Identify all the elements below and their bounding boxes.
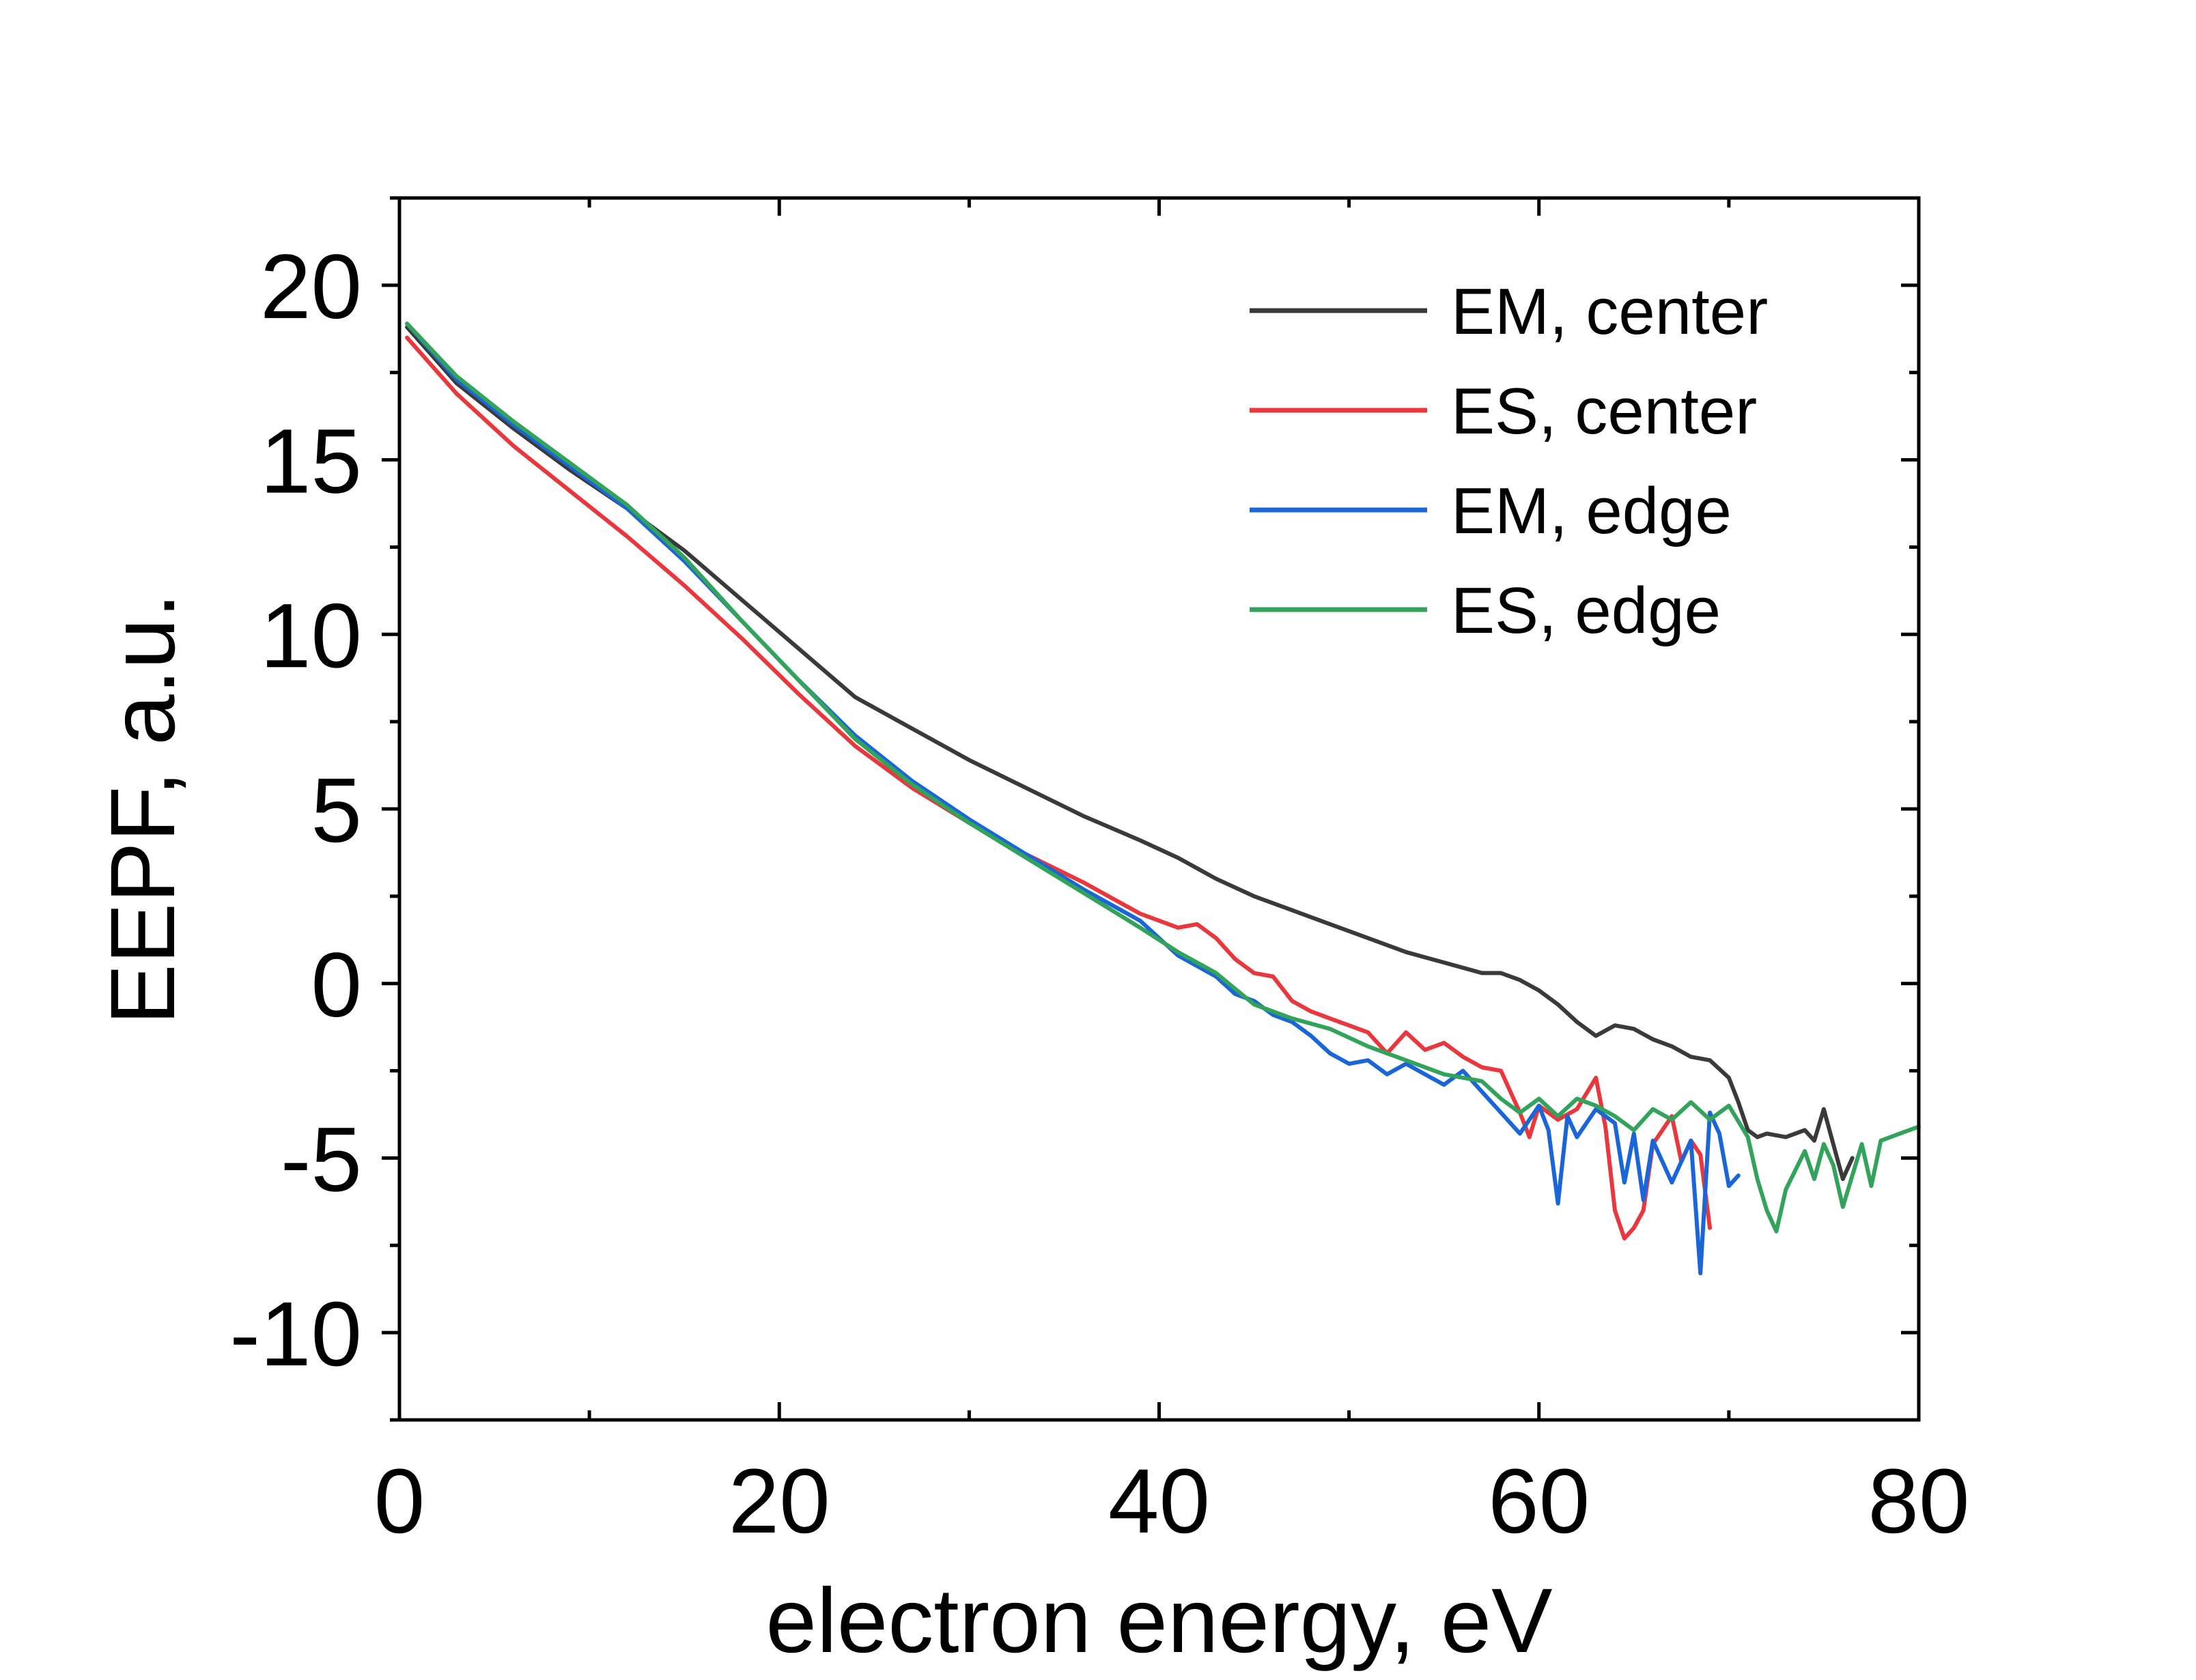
y-tick-label: -5 <box>281 1109 362 1210</box>
y-tick-label: 20 <box>260 236 362 338</box>
y-tick-label: 15 <box>260 411 362 513</box>
x-tick-label: 40 <box>1108 1451 1210 1552</box>
series-line-em-center <box>405 325 1855 1182</box>
y-tick-label: 0 <box>311 935 362 1036</box>
plot-lines <box>405 322 1921 1276</box>
y-tick-label: -10 <box>229 1283 362 1385</box>
legend-label-es-edge: ES, edge <box>1451 574 1721 647</box>
axis-tick-labels: 0 20 40 60 80 -10 -5 0 5 10 15 20 <box>229 236 1969 1552</box>
x-tick-label: 20 <box>729 1451 830 1552</box>
series-line-es-edge <box>405 322 1921 1234</box>
x-tick-label: 80 <box>1868 1451 1969 1552</box>
legend-label-em-center: EM, center <box>1451 275 1768 348</box>
x-axis-title: electron energy, eV <box>765 1570 1552 1672</box>
y-axis-title: EEPF, a.u. <box>92 593 194 1025</box>
y-tick-label: 10 <box>260 585 362 687</box>
legend-label-em-edge: EM, edge <box>1451 474 1732 547</box>
series-line-em-edge <box>405 322 1741 1276</box>
plot-frame <box>397 196 1921 1422</box>
x-tick-label: 0 <box>374 1451 425 1552</box>
x-tick-label: 60 <box>1488 1451 1590 1552</box>
legend-label-es-center: ES, center <box>1451 375 1757 448</box>
series-line-es-center <box>405 335 1713 1241</box>
y-tick-label: 5 <box>311 760 362 862</box>
legend: EM, center ES, center EM, edge ES, edge <box>1250 275 1768 647</box>
